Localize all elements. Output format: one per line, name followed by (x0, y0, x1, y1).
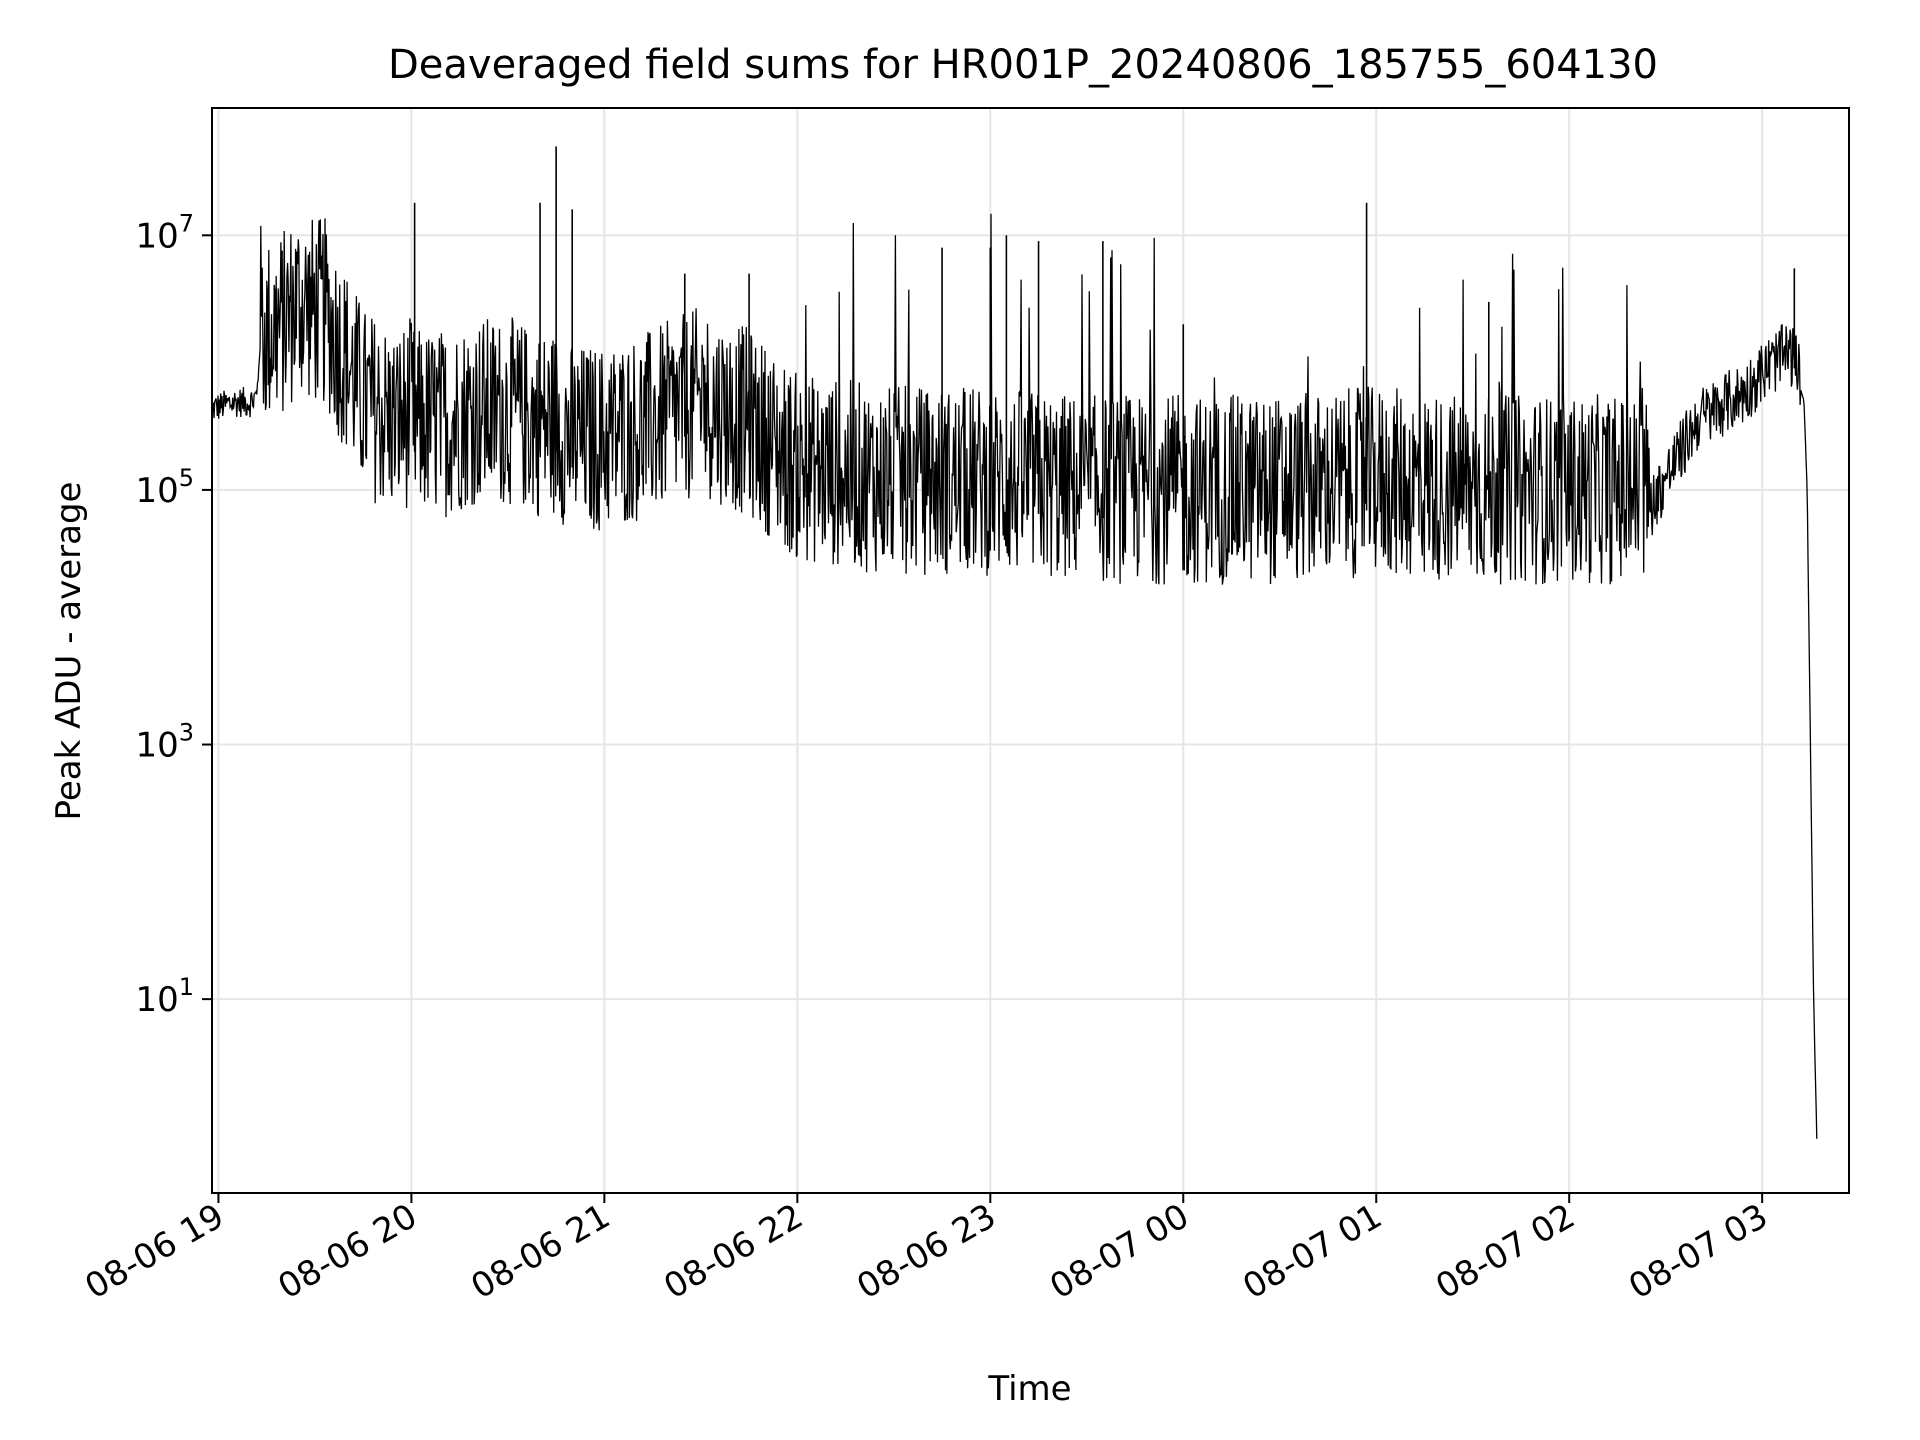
y-tick-label: 107 (135, 209, 194, 256)
series-line (211, 213, 1818, 1139)
series-group (211, 146, 1818, 1139)
y-axis: 101 103 105 107 (135, 209, 212, 1020)
y-tick-label: 101 (135, 973, 194, 1020)
y-tick-label: 105 (135, 464, 194, 511)
y-tick-label: 103 (135, 719, 194, 766)
y-axis-label: Peak ADU - average (49, 482, 89, 821)
x-axis-label: Time (987, 1369, 1071, 1409)
chart-title: Deaveraged field sums for HR001P_2024080… (388, 42, 1658, 88)
plot-frame (211, 107, 1850, 1194)
grid (212, 108, 1849, 1193)
